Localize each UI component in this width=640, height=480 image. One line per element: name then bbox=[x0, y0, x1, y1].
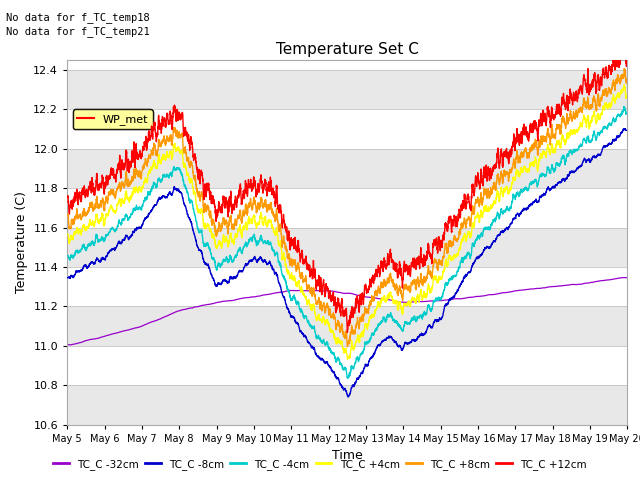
Text: No data for f_TC_temp21: No data for f_TC_temp21 bbox=[6, 26, 150, 37]
Bar bbox=[67, 149, 627, 188]
Bar bbox=[67, 307, 627, 346]
Bar bbox=[67, 228, 627, 267]
Bar bbox=[67, 188, 627, 228]
Title: Temperature Set C: Temperature Set C bbox=[276, 42, 419, 58]
Legend: TC_C -32cm, TC_C -8cm, TC_C -4cm, TC_C +4cm, TC_C +8cm, TC_C +12cm: TC_C -32cm, TC_C -8cm, TC_C -4cm, TC_C +… bbox=[49, 455, 591, 474]
Bar bbox=[67, 385, 627, 425]
Bar bbox=[67, 267, 627, 307]
Legend: WP_met: WP_met bbox=[73, 109, 153, 129]
Text: No data for f_TC_temp18: No data for f_TC_temp18 bbox=[6, 12, 150, 23]
Y-axis label: Temperature (C): Temperature (C) bbox=[15, 192, 28, 293]
Bar bbox=[67, 346, 627, 385]
Bar bbox=[67, 70, 627, 109]
X-axis label: Time: Time bbox=[332, 449, 363, 462]
Bar bbox=[67, 109, 627, 149]
